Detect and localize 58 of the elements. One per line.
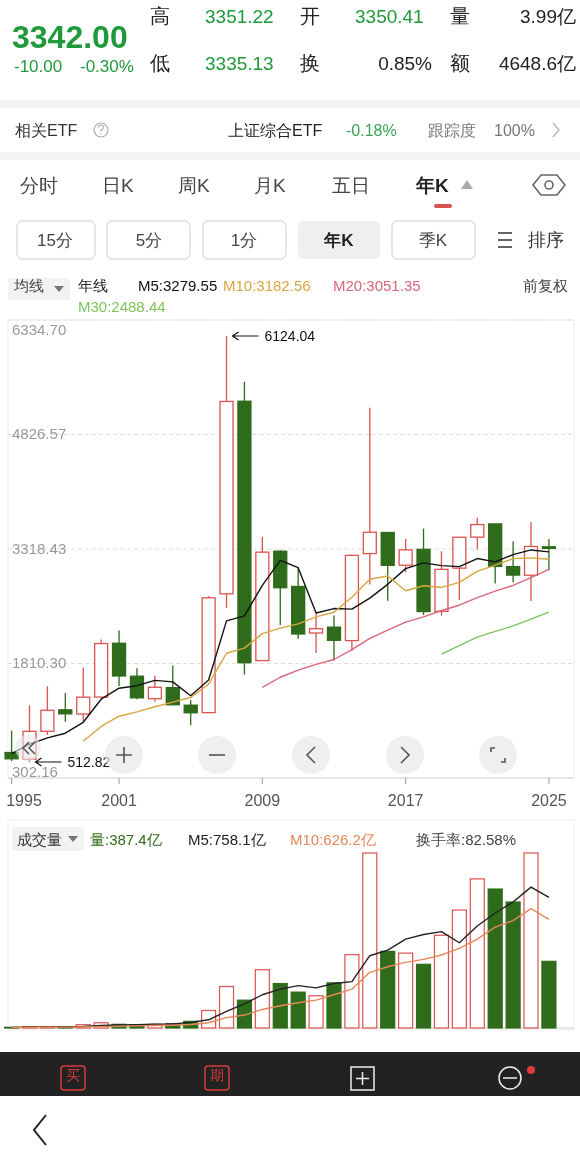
y-tick-label: 1810.30: [12, 654, 67, 672]
text: 五日: [332, 175, 370, 196]
text: 3.99亿: [520, 6, 576, 27]
text: 年K: [323, 231, 355, 250]
text: 0.85%: [378, 53, 433, 74]
text: 跟踪度: [428, 122, 476, 139]
text: 季K: [418, 231, 448, 250]
text: 3351.22: [205, 6, 274, 27]
text: 100%: [494, 122, 535, 139]
x-tick-label: 2009: [244, 792, 281, 809]
annotation: 6124.04: [264, 327, 316, 344]
text: M20:3051.35: [333, 277, 421, 294]
text: M30:2488.44: [78, 298, 166, 315]
text: 前复权: [523, 277, 568, 294]
text: -10.00: [14, 57, 63, 76]
text: 开: [300, 5, 320, 27]
text: 周K: [178, 175, 210, 196]
x-tick-label: 2025: [531, 792, 567, 809]
text: 排序: [528, 230, 564, 250]
text: 买: [66, 1067, 80, 1083]
annotation: 512.82: [67, 754, 111, 771]
text: 3342.00: [12, 19, 128, 55]
text: 相关ETF: [15, 122, 78, 139]
text: M5:758.1亿: [188, 831, 266, 848]
text: 3350.41: [355, 6, 424, 27]
text: 成交量: [17, 831, 62, 848]
text: 换: [300, 52, 320, 74]
text: 月K: [254, 175, 286, 196]
x-tick-label: 2001: [101, 792, 137, 809]
text: 年线: [78, 277, 108, 294]
text: M5:3279.55: [138, 277, 218, 294]
text: 日K: [102, 175, 134, 196]
y-tick-label: 3318.43: [12, 540, 67, 557]
text: M10:626.2亿: [290, 831, 376, 848]
text: 额: [450, 52, 470, 74]
y-tick-label: 6334.70: [12, 321, 67, 338]
y-tick-label: 302.16: [12, 763, 58, 780]
text: 4648.6亿: [498, 53, 576, 74]
text: 年K: [415, 175, 449, 196]
x-tick-label: 2017: [387, 792, 424, 809]
x-tick-label: 1995: [6, 792, 42, 809]
text: 1分: [230, 231, 258, 250]
text: 分时: [20, 175, 58, 196]
text: 低: [150, 52, 170, 74]
text: 均线: [13, 277, 44, 294]
text: 换手率:82.58%: [416, 831, 517, 848]
text: -0.18%: [346, 122, 397, 139]
text: 3335.13: [205, 53, 274, 74]
text: 15分: [37, 231, 73, 250]
text: 上证综合ETF: [228, 122, 323, 139]
text: 高: [150, 5, 170, 27]
text: 期: [210, 1067, 224, 1083]
text: -0.30%: [80, 57, 134, 76]
text: 5分: [135, 231, 163, 250]
text: M10:3182.56: [223, 277, 311, 294]
y-tick-label: 4826.57: [12, 425, 67, 443]
text: 量:387.4亿: [90, 831, 162, 848]
text: 量: [450, 5, 470, 27]
